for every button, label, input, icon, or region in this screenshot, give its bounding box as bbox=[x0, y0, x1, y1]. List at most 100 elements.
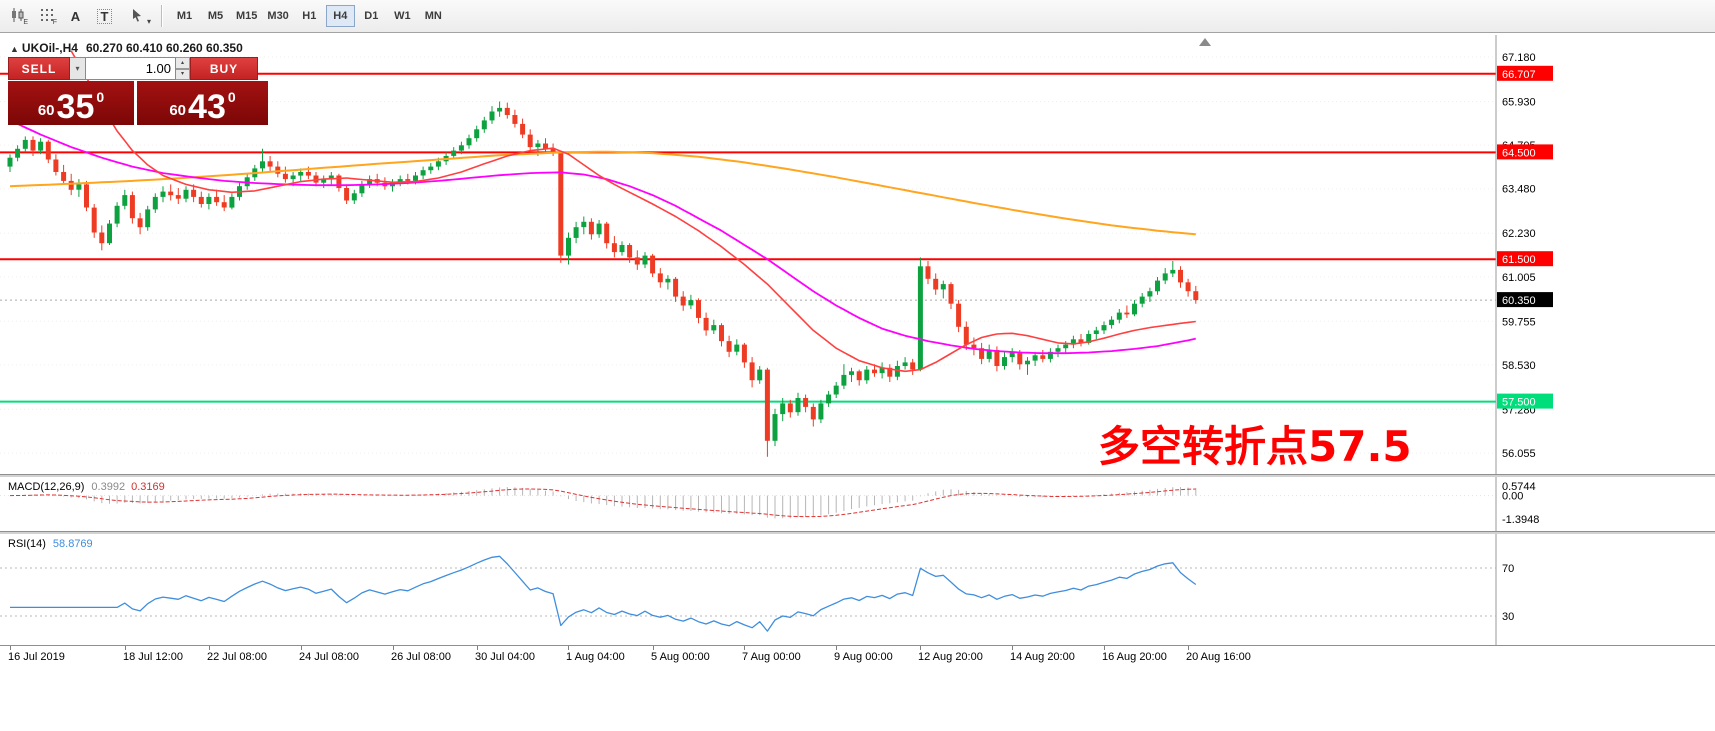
buy-price-big: 43 bbox=[188, 87, 226, 126]
candlestick-chart-button[interactable]: E bbox=[4, 4, 31, 28]
timeframe-h1-button[interactable]: H1 bbox=[295, 5, 324, 27]
timeframe-m15-button[interactable]: M15 bbox=[232, 5, 261, 27]
time-label: 5 Aug 00:00 bbox=[651, 651, 710, 663]
macd-name: MACD(12,26,9) bbox=[8, 481, 85, 493]
rsi-indicator-label: RSI(14) 58.8769 bbox=[8, 538, 93, 550]
main-chart-svg[interactable]: 67.18065.93064.70563.48062.23061.00559.7… bbox=[0, 35, 1715, 474]
toolbar-separator bbox=[161, 5, 163, 27]
chart-annotation-text: 多空转折点57.5 bbox=[1098, 422, 1412, 471]
time-tick bbox=[393, 646, 394, 650]
svg-text:62.230: 62.230 bbox=[1502, 228, 1536, 240]
sell-button[interactable]: SELL bbox=[8, 57, 70, 80]
svg-text:0.5744: 0.5744 bbox=[1502, 481, 1536, 493]
svg-text:58.530: 58.530 bbox=[1502, 360, 1536, 372]
volume-decrease-button[interactable]: ▾ bbox=[176, 68, 190, 80]
chevron-down-icon: ▾ bbox=[75, 64, 80, 73]
svg-text:66.707: 66.707 bbox=[1502, 69, 1536, 81]
timeframe-mn-button[interactable]: MN bbox=[419, 5, 448, 27]
svg-text:60.350: 60.350 bbox=[1502, 295, 1536, 307]
time-label: 30 Jul 04:00 bbox=[475, 651, 535, 663]
buy-price-small: 60 bbox=[169, 102, 187, 119]
sell-price-small: 60 bbox=[37, 102, 55, 119]
text-tool-icon: A bbox=[70, 8, 81, 24]
time-tick bbox=[920, 646, 921, 650]
macd-indicator-label: MACD(12,26,9) 0.3992 0.3169 bbox=[8, 481, 165, 493]
svg-text:70: 70 bbox=[1502, 563, 1514, 575]
volume-preset-dropdown[interactable]: ▾ bbox=[70, 57, 86, 80]
time-label: 9 Aug 00:00 bbox=[834, 651, 893, 663]
timeframe-d1-button[interactable]: D1 bbox=[357, 5, 386, 27]
macd-main-value: 0.3992 bbox=[91, 481, 126, 493]
time-tick bbox=[209, 646, 210, 650]
time-label: 1 Aug 04:00 bbox=[566, 651, 625, 663]
svg-text:59.755: 59.755 bbox=[1502, 316, 1536, 328]
chart-symbol-header: ▲ UKOil-,H4 60.270 60.410 60.260 60.350 bbox=[10, 41, 243, 55]
label-tool-icon: T bbox=[96, 8, 113, 24]
svg-text:65.930: 65.930 bbox=[1502, 97, 1536, 109]
icon-badge: E bbox=[23, 19, 28, 26]
rsi-panel-svg[interactable]: 70 30 bbox=[0, 534, 1715, 645]
macd-signal-value: 0.3169 bbox=[131, 481, 165, 493]
drawing-tools-dropdown-button[interactable]: ▾ bbox=[120, 4, 154, 28]
time-label: 22 Jul 08:00 bbox=[207, 651, 267, 663]
volume-input[interactable] bbox=[86, 57, 176, 80]
time-label: 14 Aug 20:00 bbox=[1010, 651, 1075, 663]
cursor-draw-icon bbox=[130, 8, 144, 25]
time-tick bbox=[836, 646, 837, 650]
svg-text:63.480: 63.480 bbox=[1502, 184, 1536, 196]
timeframe-w1-button[interactable]: W1 bbox=[388, 5, 417, 27]
sell-price-display[interactable]: 60 35 0 bbox=[8, 81, 134, 125]
time-tick bbox=[10, 646, 11, 650]
sell-price-sup: 0 bbox=[96, 89, 105, 105]
time-tick bbox=[301, 646, 302, 650]
time-label: 16 Jul 2019 bbox=[8, 651, 65, 663]
time-label: 12 Aug 20:00 bbox=[918, 651, 983, 663]
buy-price-display[interactable]: 60 43 0 bbox=[137, 81, 268, 125]
time-label: 16 Aug 20:00 bbox=[1102, 651, 1167, 663]
time-tick bbox=[1012, 646, 1013, 650]
time-label: 7 Aug 00:00 bbox=[742, 651, 801, 663]
time-tick bbox=[477, 646, 478, 650]
label-tool-button[interactable]: T bbox=[91, 4, 118, 28]
svg-text:61.500: 61.500 bbox=[1502, 254, 1536, 266]
chevron-down-icon: ▾ bbox=[146, 17, 151, 26]
time-tick bbox=[1188, 646, 1189, 650]
time-axis[interactable]: 16 Jul 2019 18 Jul 12:00 22 Jul 08:00 24 Ju… bbox=[0, 646, 1715, 670]
icon-badge: F bbox=[52, 19, 57, 26]
svg-text:61.005: 61.005 bbox=[1502, 272, 1536, 284]
buy-button[interactable]: BUY bbox=[190, 57, 258, 80]
time-label: 24 Jul 08:00 bbox=[299, 651, 359, 663]
timeframe-m30-button[interactable]: M30 bbox=[263, 5, 292, 27]
svg-text:64.500: 64.500 bbox=[1502, 147, 1536, 159]
timeframe-h4-button[interactable]: H4 bbox=[325, 5, 355, 27]
one-click-collapse-icon[interactable]: ▲ bbox=[10, 44, 19, 54]
panel-splitter[interactable] bbox=[0, 531, 1715, 534]
time-label: 20 Aug 16:00 bbox=[1186, 651, 1251, 663]
svg-text:0.00: 0.00 bbox=[1502, 491, 1523, 503]
time-tick bbox=[568, 646, 569, 650]
candlestick-chart-icon bbox=[10, 7, 26, 26]
volume-increase-button[interactable]: ▴ bbox=[176, 57, 190, 69]
time-axis-border bbox=[0, 645, 1715, 646]
text-tool-button[interactable]: A bbox=[62, 4, 89, 28]
rsi-name: RSI(14) bbox=[8, 538, 46, 550]
time-label: 26 Jul 08:00 bbox=[391, 651, 451, 663]
svg-text:-1.3948: -1.3948 bbox=[1502, 514, 1539, 526]
timeframe-m5-button[interactable]: M5 bbox=[201, 5, 230, 27]
sell-price-big: 35 bbox=[56, 87, 95, 126]
symbol-title: UKOil-,H4 bbox=[21, 41, 78, 55]
buy-price-sup: 0 bbox=[227, 89, 236, 105]
timeframe-m1-button[interactable]: M1 bbox=[170, 5, 199, 27]
indicators-grid-icon bbox=[39, 7, 55, 26]
indicators-grid-button[interactable]: F bbox=[33, 4, 60, 28]
time-tick bbox=[653, 646, 654, 650]
ohlc-values: 60.270 60.410 60.260 60.350 bbox=[85, 41, 243, 55]
volume-stepper: ▴ ▾ bbox=[176, 57, 190, 80]
panel-splitter[interactable] bbox=[0, 474, 1715, 477]
time-label: 18 Jul 12:00 bbox=[123, 651, 183, 663]
top-toolbar: E F A T ▾ M1 M5 M15 M30 H1 H4 D1 bbox=[0, 0, 1715, 33]
svg-text:56.055: 56.055 bbox=[1502, 448, 1536, 460]
time-tick bbox=[125, 646, 126, 650]
